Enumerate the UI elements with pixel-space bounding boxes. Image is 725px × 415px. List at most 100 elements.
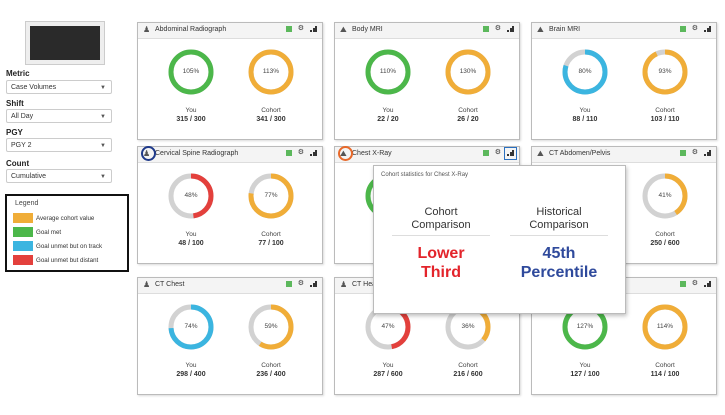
cohort-comparison-value-line2: Third: [421, 264, 461, 281]
grid-icon[interactable]: [482, 26, 489, 32]
cohort-value: 341 / 300: [256, 116, 286, 123]
metric-select[interactable]: Case Volumes ▼: [6, 80, 112, 94]
grid-icon[interactable]: [285, 26, 292, 32]
you-value: 88 / 110: [572, 116, 598, 123]
cohort-label: Cohort: [458, 362, 478, 369]
modality-icon[interactable]: ♟: [143, 25, 151, 34]
you-label: You: [579, 107, 591, 114]
donut-percent: 77%: [264, 192, 278, 199]
donut-ring: [248, 304, 294, 350]
donut-ring: [445, 49, 491, 95]
count-label: Count: [6, 159, 30, 168]
card-tools: ⚙: [285, 149, 317, 156]
chevron-down-icon: ▼: [100, 85, 106, 91]
metric-card: ♟ CT Chest ⚙ 74% 59% You 298 / 400 Cohort 236 / …: [137, 277, 323, 395]
donut-chart: 74%: [166, 302, 216, 352]
cohort-label: Cohort: [655, 362, 675, 369]
bar-chart-icon[interactable]: [310, 281, 317, 287]
shift-select[interactable]: All Day ▼: [6, 109, 112, 123]
cohort-label: Cohort: [458, 107, 478, 114]
bar-chart-icon[interactable]: [704, 26, 711, 32]
gear-icon[interactable]: ⚙: [297, 25, 304, 32]
donut-percent: 47%: [381, 323, 395, 330]
you-label: You: [382, 362, 394, 369]
gear-icon[interactable]: ⚙: [691, 25, 698, 32]
bar-chart-icon[interactable]: [704, 281, 711, 287]
donut-ring: [248, 49, 294, 95]
donut-percent: 113%: [262, 68, 280, 75]
donut-ring: [642, 49, 688, 95]
cohort-statistics-popup: Cohort statistics for Chest X-Ray Cohort…: [373, 165, 626, 314]
historical-comparison-heading-line1: Historical: [536, 206, 582, 218]
grid-icon[interactable]: [679, 281, 686, 287]
you-value: 48 / 100: [178, 240, 204, 247]
grid-icon[interactable]: [679, 150, 686, 156]
gear-icon[interactable]: ⚙: [494, 149, 501, 156]
gear-icon[interactable]: ⚙: [494, 25, 501, 32]
modality-icon[interactable]: ♟: [143, 280, 151, 289]
donut-progress: [445, 49, 491, 95]
pgy-select[interactable]: PGY 2 ▼: [6, 138, 112, 152]
donut-ring: [168, 49, 214, 95]
modality-icon[interactable]: ⛰: [340, 25, 347, 34]
grid-icon[interactable]: [482, 150, 489, 156]
you-label: You: [185, 362, 197, 369]
historical-comparison-value-line1: 45th: [542, 245, 576, 262]
grid-icon[interactable]: [285, 281, 292, 287]
gear-icon[interactable]: ⚙: [297, 149, 304, 156]
icon-highlight-ring: [141, 146, 156, 161]
card-title: CT Chest: [155, 281, 185, 288]
logo: [26, 22, 104, 64]
donut-ring: [168, 304, 214, 350]
you-label: You: [185, 107, 197, 114]
modality-icon[interactable]: ⛰: [537, 25, 544, 34]
donut-percent: 130%: [459, 68, 477, 75]
gear-icon[interactable]: ⚙: [297, 280, 304, 287]
donut-ring: [642, 304, 688, 350]
donut-chart: 110%: [363, 47, 413, 97]
bar-chart-icon[interactable]: [704, 150, 711, 156]
grid-icon[interactable]: [285, 150, 292, 156]
donut-percent: 41%: [658, 192, 672, 199]
bar-chart-icon[interactable]: [310, 26, 317, 32]
historical-comparison-panel: Historical Comparison 45th Percentile: [504, 206, 614, 282]
card-tools: ⚙: [482, 25, 514, 32]
donut-percent: 59%: [264, 323, 278, 330]
chevron-down-icon: ▼: [100, 114, 106, 120]
count-select[interactable]: Cumulative ▼: [6, 169, 112, 183]
donut-ring: [562, 49, 608, 95]
donut-chart: 130%: [443, 47, 493, 97]
gear-icon[interactable]: ⚙: [691, 149, 698, 156]
card-title: CT Hea: [352, 281, 376, 288]
popup-hint: Cohort statistics for Chest X-Ray: [381, 172, 469, 178]
donut-progress: [248, 173, 294, 219]
you-value: 287 / 600: [373, 371, 403, 378]
bar-chart-icon-highlight: [504, 147, 517, 160]
you-value: 127 / 100: [570, 371, 600, 378]
donut-progress: [248, 49, 294, 95]
modality-icon[interactable]: ⛰: [537, 149, 544, 158]
donut-chart: 105%: [166, 47, 216, 97]
donut-percent: 127%: [576, 323, 594, 330]
card-header: ⛰ CT Abdomen/Pelvis ⚙: [532, 147, 716, 163]
donut-ring: [365, 49, 411, 95]
card-tools: ⚙: [679, 149, 711, 156]
donut-chart: 77%: [246, 171, 296, 221]
card-title: Chest X-Ray: [352, 150, 392, 157]
grid-icon[interactable]: [679, 26, 686, 32]
cohort-value: 216 / 600: [453, 371, 483, 378]
chevron-down-icon: ▼: [100, 143, 106, 149]
pgy-label: PGY: [6, 128, 23, 137]
donut-percent: 114%: [656, 323, 674, 330]
bar-chart-icon[interactable]: [310, 150, 317, 156]
modality-icon[interactable]: ♟: [340, 280, 348, 289]
legend: Legend Average cohort value Goal met Goa…: [5, 194, 129, 272]
donut-ring: [642, 173, 688, 219]
donut-percent: 105%: [182, 68, 200, 75]
gear-icon[interactable]: ⚙: [691, 280, 698, 287]
historical-comparison-value-line2: Percentile: [520, 264, 598, 281]
cohort-value: 26 / 20: [457, 116, 479, 123]
bar-chart-icon[interactable]: [507, 150, 514, 156]
donut-progress: [168, 49, 214, 95]
bar-chart-icon[interactable]: [507, 26, 514, 32]
